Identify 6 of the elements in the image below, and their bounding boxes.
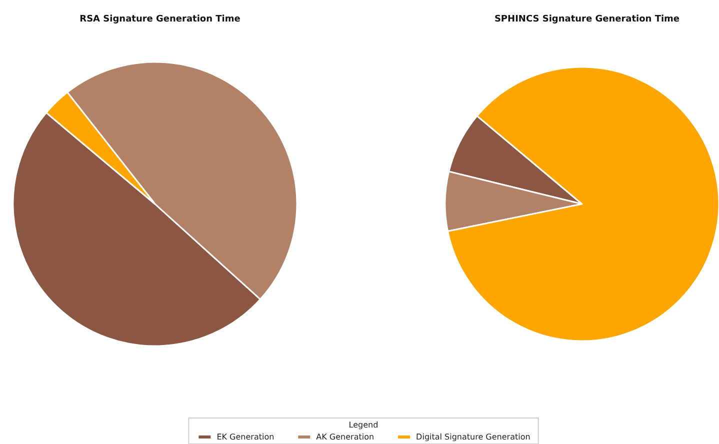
legend-label: AK Generation: [316, 432, 374, 442]
legend-label: EK Generation: [216, 432, 274, 442]
slice-label: RSA Signature Generation Time: [80, 14, 240, 24]
slice-label: SPHINCS Signature Generation Time: [494, 14, 680, 24]
legend-label: Digital Signature Generation: [416, 432, 530, 442]
legend-title: Legend: [348, 420, 378, 430]
